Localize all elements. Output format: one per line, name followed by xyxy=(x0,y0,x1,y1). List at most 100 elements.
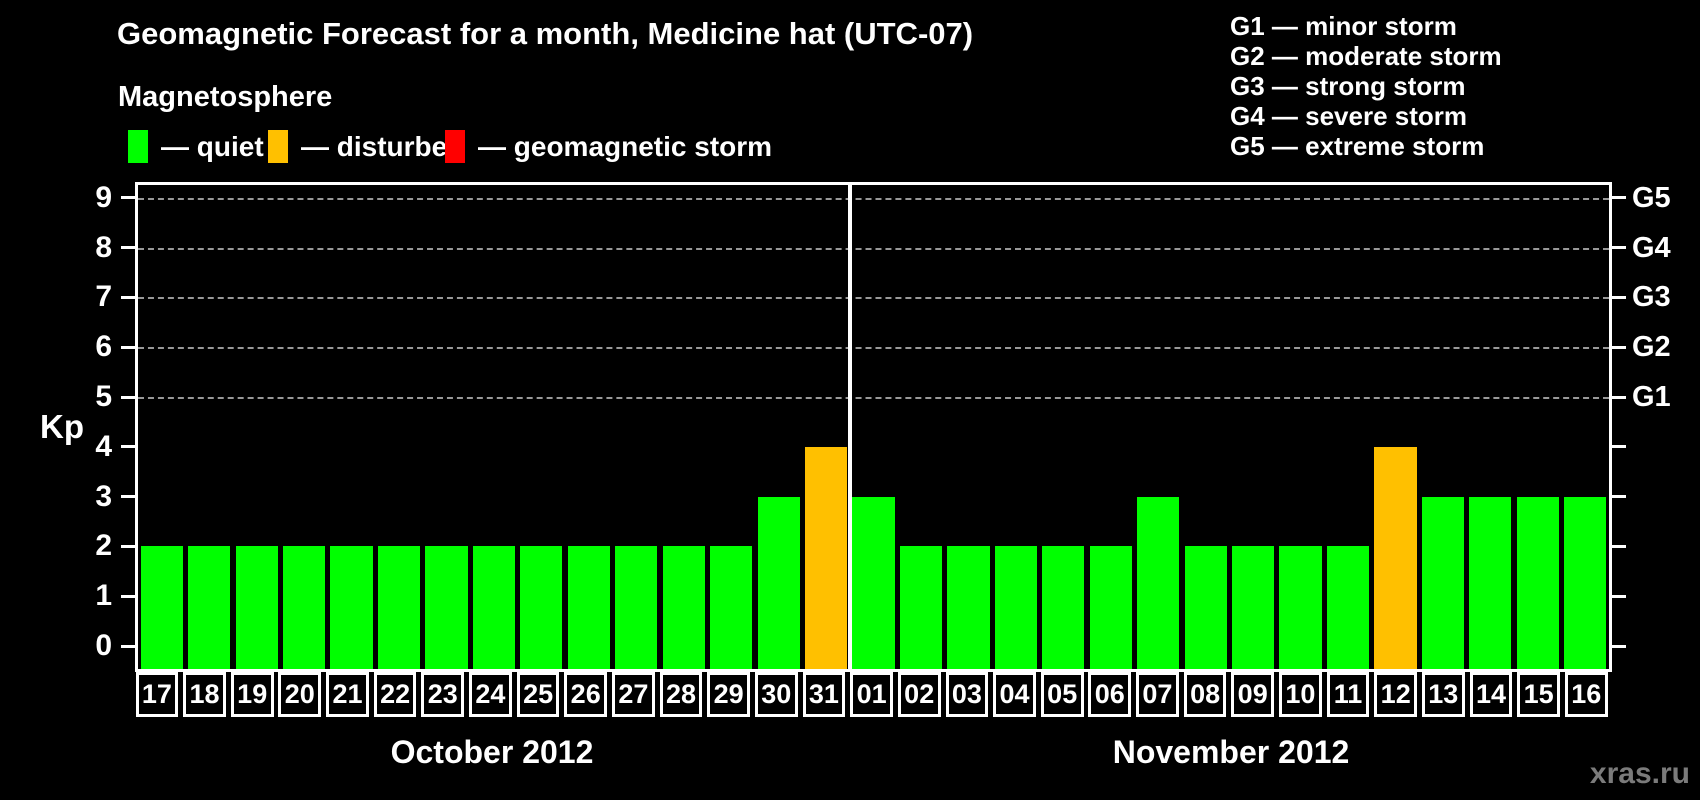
gridline-kp7 xyxy=(138,297,1609,300)
g-scale-legend-line: G2 — moderate storm xyxy=(1230,41,1502,71)
legend-label-disturbed: — disturbed xyxy=(301,130,465,162)
g-level-label-G5: G5 xyxy=(1632,181,1671,214)
day-label-19: 19 xyxy=(230,672,274,717)
g-level-label-G2: G2 xyxy=(1632,331,1671,364)
kp-bar-day-29 xyxy=(710,546,753,669)
g-scale-legend-line: G4 — severe storm xyxy=(1230,101,1468,131)
g-level-label-G1: G1 xyxy=(1632,381,1671,413)
kp-bar-day-15 xyxy=(1516,496,1559,669)
day-label-16: 16 xyxy=(1564,672,1608,717)
day-label-20: 20 xyxy=(278,672,322,717)
day-label-10: 10 xyxy=(1279,672,1322,717)
plot-area xyxy=(135,182,1612,672)
day-label-row: 17 18 19 20 21 22 23 24 25 26 27 28 29 30 31 01 02 03 04 05… xyxy=(135,672,1612,718)
y-tick-left-7 xyxy=(121,295,135,299)
kp-bar-day-21 xyxy=(330,546,373,669)
y-tick-right-0 xyxy=(1612,644,1626,648)
day-label-30: 30 xyxy=(754,672,798,717)
kp-bar-day-12 xyxy=(1374,446,1417,669)
day-label-31: 31 xyxy=(802,672,846,717)
day-label-15: 15 xyxy=(1517,672,1560,717)
y-tick-right-6 xyxy=(1612,345,1626,349)
y-tick-right-3 xyxy=(1612,495,1626,499)
y-tick-right-8 xyxy=(1612,246,1626,250)
day-label-24: 24 xyxy=(469,672,512,717)
y-tick-label-9: 9 xyxy=(95,180,112,214)
legend-swatch-disturbed xyxy=(268,130,288,163)
y-tick-left-4 xyxy=(121,445,135,449)
day-label-14: 14 xyxy=(1469,672,1513,717)
gridline-kp5 xyxy=(138,397,1609,399)
kp-bar-day-09 xyxy=(1232,546,1275,669)
day-label-05: 05 xyxy=(1040,672,1084,717)
y-tick-label-1: 1 xyxy=(95,579,112,613)
y-tick-right-4 xyxy=(1612,445,1626,449)
y-tick-label-2: 2 xyxy=(95,529,112,563)
day-label-11: 11 xyxy=(1326,672,1370,717)
kp-bar-day-05 xyxy=(1042,546,1085,669)
kp-bar-day-11 xyxy=(1326,546,1370,669)
g-scale-legend-line: G3 — strong storm xyxy=(1230,71,1466,101)
kp-bar-day-26 xyxy=(567,546,610,669)
g-scale-legend-line: G5 — extreme storm xyxy=(1230,131,1485,161)
y-tick-left-2 xyxy=(121,544,135,548)
y-tick-right-5 xyxy=(1612,395,1626,399)
kp-bar-day-03 xyxy=(947,546,990,669)
kp-bar-day-16 xyxy=(1564,496,1607,669)
kp-bar-day-08 xyxy=(1184,546,1227,669)
g-level-label-G3: G3 xyxy=(1632,281,1671,314)
day-label-25: 25 xyxy=(516,672,560,717)
day-label-12: 12 xyxy=(1374,672,1418,717)
g-level-label-G4: G4 xyxy=(1632,231,1671,264)
kp-bar-day-30 xyxy=(757,496,800,669)
y-tick-left-1 xyxy=(121,594,135,598)
g-scale-legend: G1 — minor storm G2 — moderate storm G3 — … xyxy=(1230,11,1502,161)
legend-swatch-quiet xyxy=(128,130,148,163)
kp-bar-day-17 xyxy=(140,546,183,669)
kp-bar-day-07 xyxy=(1137,496,1180,669)
kp-bar-day-27 xyxy=(615,546,658,669)
day-label-03: 03 xyxy=(945,672,989,717)
y-tick-label-4: 4 xyxy=(95,429,112,463)
day-label-09: 09 xyxy=(1231,672,1275,717)
gridline-kp8 xyxy=(138,247,1609,250)
y-tick-right-2 xyxy=(1612,544,1626,548)
legend-item-quiet: — quiet xyxy=(128,130,264,163)
y-tick-right-1 xyxy=(1612,594,1626,598)
watermark: xras.ru xyxy=(1589,757,1690,790)
day-label-28: 28 xyxy=(659,672,703,717)
y-tick-left-8 xyxy=(121,246,135,250)
day-label-27: 27 xyxy=(612,672,655,717)
y-tick-left-6 xyxy=(121,345,135,349)
kp-bar-day-19 xyxy=(235,546,278,669)
day-label-23: 23 xyxy=(421,672,465,717)
kp-bar-day-14 xyxy=(1469,496,1512,669)
legend-heading: Magnetosphere xyxy=(118,81,333,113)
y-tick-label-8: 8 xyxy=(95,230,112,264)
kp-bar-day-28 xyxy=(662,546,705,669)
legend-swatch-storm xyxy=(445,130,465,163)
day-label-04: 04 xyxy=(993,672,1036,717)
plot-inner xyxy=(138,185,1609,669)
day-label-22: 22 xyxy=(373,672,417,717)
y-tick-label-6: 6 xyxy=(95,330,112,364)
y-tick-label-3: 3 xyxy=(95,479,112,513)
y-tick-left-5 xyxy=(121,395,135,399)
y-tick-label-0: 0 xyxy=(95,629,112,662)
y-axis-label: Kp xyxy=(40,408,84,445)
kp-bar-day-23 xyxy=(425,546,468,669)
gridline-kp6 xyxy=(138,347,1609,350)
legend-item-disturbed: — disturbed xyxy=(268,130,464,163)
kp-bar-day-04 xyxy=(994,546,1037,669)
y-tick-right-7 xyxy=(1612,295,1626,299)
chart-title: Geomagnetic Forecast for a month, Medici… xyxy=(117,16,974,51)
legend-item-storm: — geomagnetic storm xyxy=(445,130,772,163)
month-label-1: November 2012 xyxy=(1112,734,1350,770)
month-label-0: October 2012 xyxy=(390,734,594,770)
kp-bar-day-01 xyxy=(852,496,895,669)
kp-bar-day-25 xyxy=(520,546,563,669)
kp-bar-day-22 xyxy=(377,546,421,669)
y-tick-label-7: 7 xyxy=(95,280,112,314)
day-label-07: 07 xyxy=(1136,672,1179,717)
